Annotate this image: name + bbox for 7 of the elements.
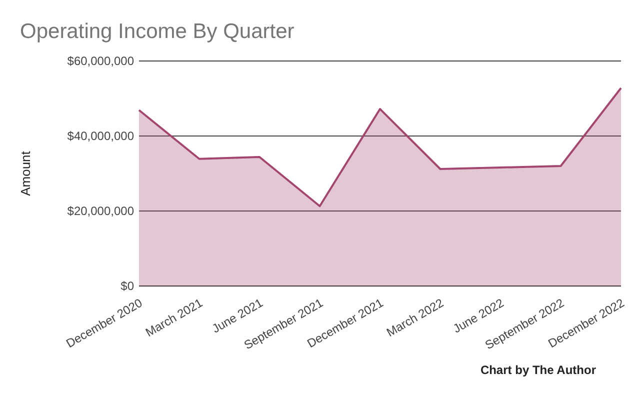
chart-title: Operating Income By Quarter [20,20,294,43]
y-tick-label: $0 [120,279,134,294]
y-tick-label: $60,000,000 [67,54,134,68]
y-axis-title: Amount [18,150,33,196]
text: Chart by The Author [480,363,596,377]
y-tick-label: $20,000,000 [67,204,134,218]
y-tick-label: $40,000,000 [67,129,134,144]
